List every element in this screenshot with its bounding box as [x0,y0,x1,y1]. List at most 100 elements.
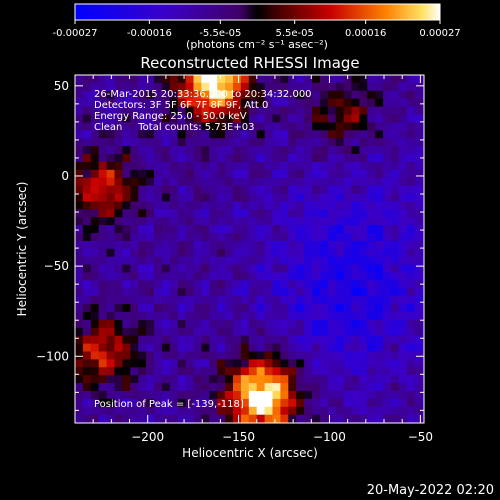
heatmap-cell [240,319,250,329]
heatmap-cell [264,98,273,107]
heatmap-cell [122,130,131,139]
heatmap-cell [319,146,329,155]
heatmap-cell [146,391,155,400]
heatmap-cell [201,146,210,155]
heatmap-cell [161,98,171,107]
heatmap-cell [406,383,415,392]
heatmap-cell [288,82,297,92]
heatmap-cell [422,82,424,92]
heatmap-cell [319,272,329,281]
heatmap-cell [106,375,115,384]
heatmap-cell [169,233,178,242]
heatmap-cell [217,82,226,92]
heatmap-cell [383,248,392,257]
heatmap-cell [375,391,384,400]
heatmap-cell [312,177,321,186]
heatmap-cell [201,130,210,139]
heatmap-cell [280,414,289,423]
heatmap-cell [138,225,147,234]
heatmap-cell [138,256,147,265]
heatmap-cell [383,82,392,92]
heatmap-cell [248,82,257,92]
heatmap-cell [98,90,107,99]
heatmap-cell [130,138,139,147]
heatmap-cell [319,138,329,147]
heatmap-cell [98,225,107,234]
heatmap-cell [319,406,329,415]
heatmap-cell [351,327,360,336]
heatmap-cell [375,280,384,289]
heatmap-cell [185,138,194,147]
heatmap-cell [343,319,352,329]
heatmap-cell [398,75,408,84]
heatmap-cell [75,367,84,376]
y-tick-label: −100 [36,349,69,363]
heatmap-cell [391,138,400,147]
heatmap-cell [256,406,265,415]
heatmap-cell [343,98,352,107]
heatmap-cell [122,327,131,336]
heatmap-cell [122,233,131,242]
heatmap-cell [304,398,313,408]
heatmap-cell [351,312,360,321]
heatmap-cell [138,312,147,321]
heatmap-cell [256,201,265,210]
heatmap-cell [130,248,139,257]
heatmap-cell [335,90,344,99]
heatmap-cell [169,130,178,139]
heatmap-cell [209,422,218,423]
heatmap-cell [422,375,424,384]
heatmap-cell [296,367,305,376]
heatmap-cell [240,375,250,384]
heatmap-cell [296,319,305,329]
heatmap-cell [201,335,210,344]
heatmap-cell [288,169,297,178]
heatmap-cell [161,343,171,352]
heatmap-cell [343,414,352,423]
heatmap-cell [193,272,202,281]
heatmap-cell [130,154,139,163]
heatmap-cell [351,138,360,147]
heatmap-cell [154,90,163,99]
heatmap-cell [90,288,99,297]
heatmap-cell [75,106,84,115]
heatmap-cell [82,335,92,344]
heatmap-cell [233,288,242,297]
heatmap-cell [130,169,139,178]
heatmap-cell [383,406,392,415]
heatmap-cell [169,312,178,321]
heatmap-cell [90,304,99,313]
heatmap-cell [185,82,194,92]
heatmap-cell [240,209,250,218]
heatmap-cell [327,398,336,408]
heatmap-cell [146,319,155,329]
heatmap-cell [201,106,210,115]
heatmap-cell [398,98,408,107]
heatmap-cell [248,264,257,273]
heatmap-cell [414,312,423,321]
heatmap-cell [327,154,336,163]
heatmap-cell [383,130,392,139]
heatmap-cell [161,114,171,123]
heatmap-cell [106,201,115,210]
heatmap-cell [98,240,107,250]
heatmap-cell [319,130,329,139]
heatmap-cell [154,256,163,265]
heatmap-cell [146,75,155,84]
heatmap-cell [201,280,210,289]
heatmap-cell [138,114,147,123]
heatmap-cell [406,138,415,147]
heatmap-cell [288,280,297,289]
heatmap-cell [225,398,234,408]
heatmap-cell [90,414,99,423]
heatmap-cell [256,304,265,313]
heatmap-cell [185,90,194,99]
heatmap-cell [225,367,234,376]
heatmap-cell [367,375,376,384]
heatmap-cell [201,296,210,305]
heatmap-cell [335,248,344,257]
heatmap-cell [351,161,360,171]
heatmap-cell [256,391,265,400]
heatmap-cell [82,367,92,376]
heatmap-cell [288,114,297,123]
